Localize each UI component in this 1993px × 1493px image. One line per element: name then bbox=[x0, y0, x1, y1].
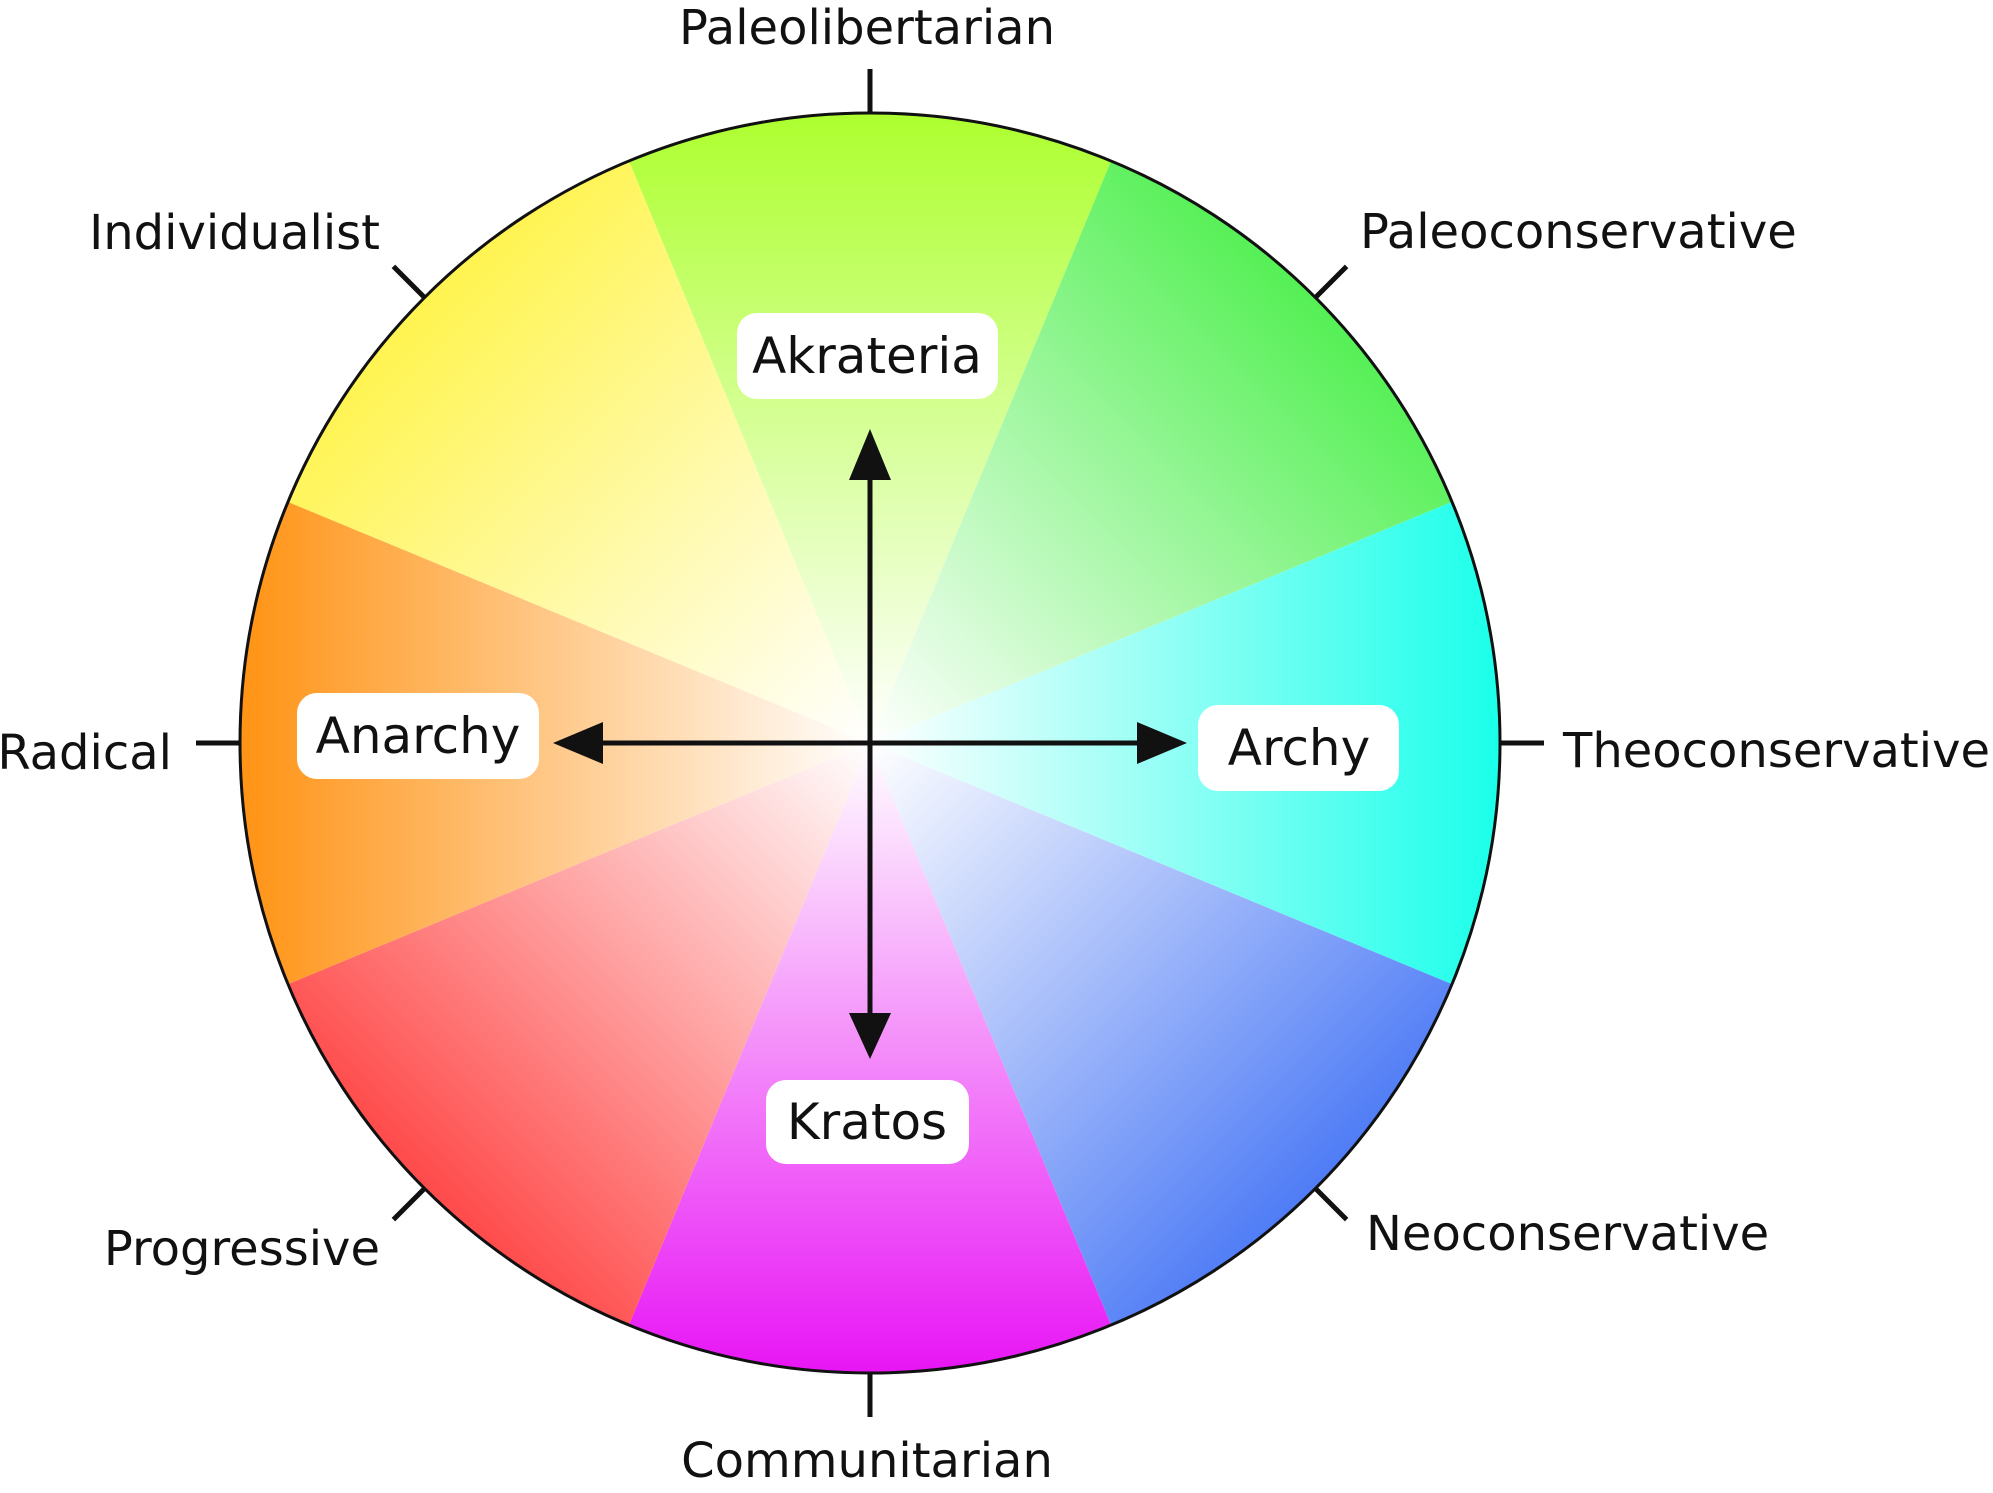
sector-bottom-right bbox=[870, 743, 1452, 1325]
label-individualist: Individualist bbox=[89, 205, 380, 261]
label-progressive: Progressive bbox=[104, 1221, 380, 1277]
tick-top-right bbox=[1313, 264, 1349, 300]
label-neoconservative: Neoconservative bbox=[1366, 1206, 1769, 1262]
label-communitarian: Communitarian bbox=[681, 1433, 1053, 1489]
label-paleoconservative: Paleoconservative bbox=[1360, 204, 1797, 260]
rim-ticks bbox=[196, 69, 1544, 1417]
tick-bottom-right bbox=[1313, 1186, 1349, 1222]
kratos-box bbox=[766, 1080, 969, 1164]
label-radical: Radical bbox=[0, 725, 172, 781]
arrowhead-down bbox=[849, 1013, 891, 1059]
tick-top-left bbox=[391, 264, 427, 300]
axes bbox=[553, 429, 1187, 1059]
sector-top bbox=[628, 113, 1112, 743]
sector-bottom-left bbox=[288, 743, 870, 1325]
axis-label-akrateria: Akrateria bbox=[737, 313, 998, 399]
akrateria-box bbox=[737, 313, 998, 399]
arrowhead-up bbox=[849, 429, 891, 480]
sector-top-left bbox=[288, 161, 870, 743]
kratos-text: Kratos bbox=[787, 1093, 947, 1151]
tick-bottom-left bbox=[391, 1186, 427, 1222]
axis-label-anarchy: Anarchy bbox=[297, 693, 539, 779]
anarchy-text: Anarchy bbox=[316, 707, 521, 765]
arrowhead-right bbox=[1137, 722, 1187, 764]
label-theoconservative: Theoconservative bbox=[1562, 723, 1990, 779]
axis-label-archy: Archy bbox=[1198, 705, 1399, 791]
axis-label-kratos: Kratos bbox=[766, 1080, 969, 1164]
archy-box bbox=[1198, 705, 1399, 791]
label-paleolibertarian: Paleolibertarian bbox=[679, 0, 1055, 56]
akrateria-text: Akrateria bbox=[752, 327, 982, 385]
arrowhead-left bbox=[553, 722, 603, 764]
sector-top-right bbox=[870, 161, 1452, 743]
anarchy-box bbox=[297, 693, 539, 779]
archy-text: Archy bbox=[1228, 719, 1370, 777]
